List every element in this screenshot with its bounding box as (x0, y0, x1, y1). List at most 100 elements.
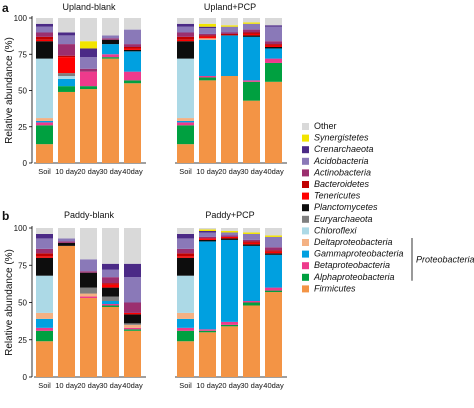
bar-segment-planctomycetes (102, 39, 119, 45)
bar-segment-synergistetes (199, 229, 216, 231)
y-tick-label: 100 (14, 224, 28, 233)
bar-segment-firmicutes (177, 341, 194, 377)
x-tick-label: Soil (38, 167, 51, 176)
bar-segment-actinobacteria (221, 235, 238, 237)
bar-segment-planctomycetes (265, 47, 282, 49)
bar-segment-euryarchaeota (80, 287, 97, 294)
bar-segment-acidobacteria (243, 23, 260, 30)
bar-segment-planctomycetes (36, 257, 53, 276)
bar-segment-alphaproteobacteria (124, 329, 141, 331)
bar-segment-alphaproteobacteria (221, 324, 238, 327)
bar-segment-acidobacteria (177, 238, 194, 249)
legend-swatch (302, 239, 309, 246)
bar-segment-tenericutes (36, 256, 53, 258)
legend-label: Other (314, 121, 337, 131)
bar-segment-gammaproteobacteria (177, 318, 194, 328)
bar-segment-firmicutes (177, 144, 194, 163)
bar-segment-acidobacteria (36, 238, 53, 249)
bar-segment-euryarchaeota (124, 323, 141, 325)
bar-segment-tenericutes (177, 256, 194, 258)
bar-segment-planctomycetes (199, 239, 216, 242)
bar-segment-bacteroidetes (243, 32, 260, 34)
x-tick-label: 20 day (77, 167, 100, 176)
bar-segment-betaproteobacteria (221, 321, 238, 325)
bar-segment-alphaproteobacteria (265, 290, 282, 293)
legend-swatch (302, 215, 309, 223)
bar-segment-other (265, 228, 282, 236)
bar-segment-actinobacteria (265, 247, 282, 251)
bar-segment-betaproteobacteria (177, 327, 194, 331)
bar-segment-planctomycetes (243, 35, 260, 37)
bar-segment-other (221, 18, 238, 26)
x-tick-label: 30 day (99, 381, 122, 390)
bar-segment-acidobacteria (80, 259, 97, 272)
bar-segment-planctomycetes (124, 49, 141, 52)
bar-segment-actinobacteria (199, 236, 216, 239)
bar-segment-chloroflexi (177, 275, 194, 313)
x-tick-label: 10 day (55, 167, 78, 176)
bar-segment-acidobacteria (221, 26, 238, 33)
bar-segment-betaproteobacteria (199, 76, 216, 78)
bar-segment-alphaproteobacteria (265, 62, 282, 82)
bar-segment-synergistetes (265, 235, 282, 237)
bar-segment-acidobacteria (177, 26, 194, 33)
bar-segment-crenarchaeota (177, 233, 194, 239)
y-axis-label: Relative abundance (%) (4, 249, 15, 356)
bar-segment-other (221, 228, 238, 231)
bar-segment-betaproteobacteria (102, 54, 119, 58)
bar-segment-bacteroidetes (177, 253, 194, 257)
x-tick-label: 30 day (240, 381, 263, 390)
bar-segment-gammaproteobacteria (265, 48, 282, 59)
bar-segment-other (177, 228, 194, 234)
bar-segment-acidobacteria (221, 232, 238, 236)
bar-segment-firmicutes (80, 89, 97, 163)
bar-segment-crenarchaeota (36, 23, 53, 27)
bar-segment-betaproteobacteria (265, 58, 282, 63)
bar-segment-euryarchaeota (102, 296, 119, 302)
bar-segment-firmicutes (124, 330, 141, 377)
bar-segment-acidobacteria (124, 29, 141, 45)
legend-label: Deltaproteobacteria (314, 237, 393, 247)
bar-segment-bacteroidetes (177, 36, 194, 40)
legend-swatch (302, 192, 309, 200)
bar-segment-tenericutes (124, 312, 141, 315)
legend-label: Acidobacteria (313, 156, 369, 166)
x-tick-label: 20 day (218, 381, 241, 390)
bar-segment-alphaproteobacteria (124, 80, 141, 84)
bar-segment-actinobacteria (36, 32, 53, 37)
bar-segment-other (199, 18, 216, 24)
x-tick-label: 20 day (77, 381, 100, 390)
bar-segment-firmicutes (58, 245, 75, 377)
bar-segment-bacteroidetes (36, 253, 53, 257)
bar-segment-deltaproteobacteria (177, 312, 194, 319)
legend-label: Tenericutes (314, 191, 361, 201)
bar-segment-tenericutes (265, 251, 282, 254)
bar-segment-tenericutes (102, 284, 119, 288)
x-tick-label: 10 day (55, 381, 78, 390)
bar-segment-other (102, 18, 119, 36)
bar-segment-acidobacteria (265, 26, 282, 42)
legend-swatch (302, 157, 309, 165)
bar-segment-betaproteobacteria (36, 327, 53, 331)
bar-segment-planctomycetes (243, 244, 260, 246)
bar-segment-crenarchaeota (124, 263, 141, 278)
bar-segment-tenericutes (199, 238, 216, 240)
bar-segment-firmicutes (221, 76, 238, 163)
legend-label: Euryarchaeota (314, 214, 373, 224)
y-tick-label: 0 (23, 373, 28, 382)
bar-segment-deltaproteobacteria (199, 38, 216, 40)
bar-segment-bacteroidetes (265, 44, 282, 46)
legend-swatch (302, 285, 309, 293)
bar-segment-actinobacteria (80, 68, 97, 72)
bar-segment-betaproteobacteria (124, 71, 141, 81)
bar-segment-gammaproteobacteria (36, 120, 53, 123)
legend-swatch (302, 123, 309, 130)
bar-segment-acidobacteria (58, 238, 75, 242)
bar-segment-alphaproteobacteria (80, 86, 97, 90)
bar-segment-other (36, 18, 53, 24)
bar-segment-bacteroidetes (221, 33, 238, 36)
bar-segment-betaproteobacteria (80, 296, 97, 299)
bar-segment-alphaproteobacteria (177, 125, 194, 145)
panel-label-b: b (2, 209, 9, 223)
